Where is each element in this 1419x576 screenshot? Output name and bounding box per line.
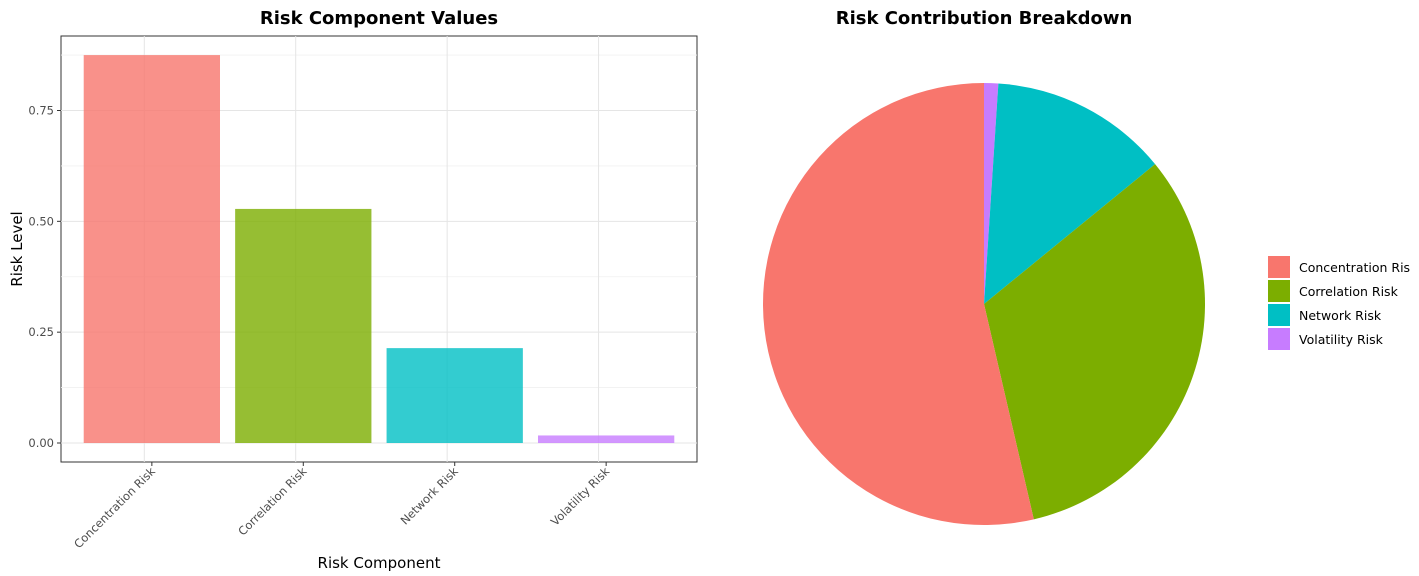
bar-x-tick-label: Network Risk <box>398 464 462 528</box>
pie-slice-correlation-risk <box>984 164 1206 520</box>
pie-slice-volatility-risk <box>984 83 999 304</box>
bar-y-axis: 0.00 0.25 0.50 0.75 <box>28 104 61 450</box>
bar-y-tick-label: 0.00 <box>28 436 54 450</box>
pie-chart-title: Risk Contribution Breakdown <box>836 8 1133 29</box>
legend-label-network: Network Risk <box>1299 308 1382 323</box>
legend-key-volatility <box>1268 328 1290 350</box>
bar-x-axis: Concentration Risk Correlation Risk Networ… <box>71 462 613 551</box>
pie-chart: Risk Contribution Breakdown Concentratio… <box>763 8 1410 525</box>
pie-legend: Concentration Ris Correlation Risk Netwo… <box>1268 256 1410 350</box>
bar-y-tick-label: 0.75 <box>28 104 54 118</box>
pie-series <box>763 83 1206 525</box>
bar-x-axis-title: Risk Component <box>318 554 441 572</box>
bar-concentration-risk <box>83 55 220 443</box>
pie-slice-concentration-risk <box>763 83 1034 525</box>
legend-key-network <box>1268 304 1290 326</box>
legend-label-concentration: Concentration Ris <box>1299 260 1410 275</box>
legend-label-volatility: Volatility Risk <box>1299 332 1384 347</box>
bar-chart-title: Risk Component Values <box>260 8 498 29</box>
pie-slice-network-risk <box>984 83 1156 304</box>
bar-chart: Risk Component Values 0.00 0.25 0.50 0.75 C… <box>8 8 698 572</box>
bar-y-axis-title: Risk Level <box>8 211 26 286</box>
bar-network-risk <box>386 348 523 443</box>
bar-y-tick-label: 0.25 <box>28 325 54 339</box>
legend-key-correlation <box>1268 280 1290 302</box>
bar-correlation-risk <box>235 208 372 443</box>
bar-x-tick-label: Correlation Risk <box>235 464 309 538</box>
legend-key-concentration <box>1268 256 1290 278</box>
bar-y-tick-label: 0.50 <box>28 214 54 228</box>
bar-x-tick-label: Concentration Risk <box>71 464 158 551</box>
bar-x-tick-label: Volatility Risk <box>548 464 613 529</box>
legend-label-correlation: Correlation Risk <box>1299 284 1399 299</box>
bar-series <box>83 55 675 443</box>
bar-volatility-risk <box>538 435 675 443</box>
